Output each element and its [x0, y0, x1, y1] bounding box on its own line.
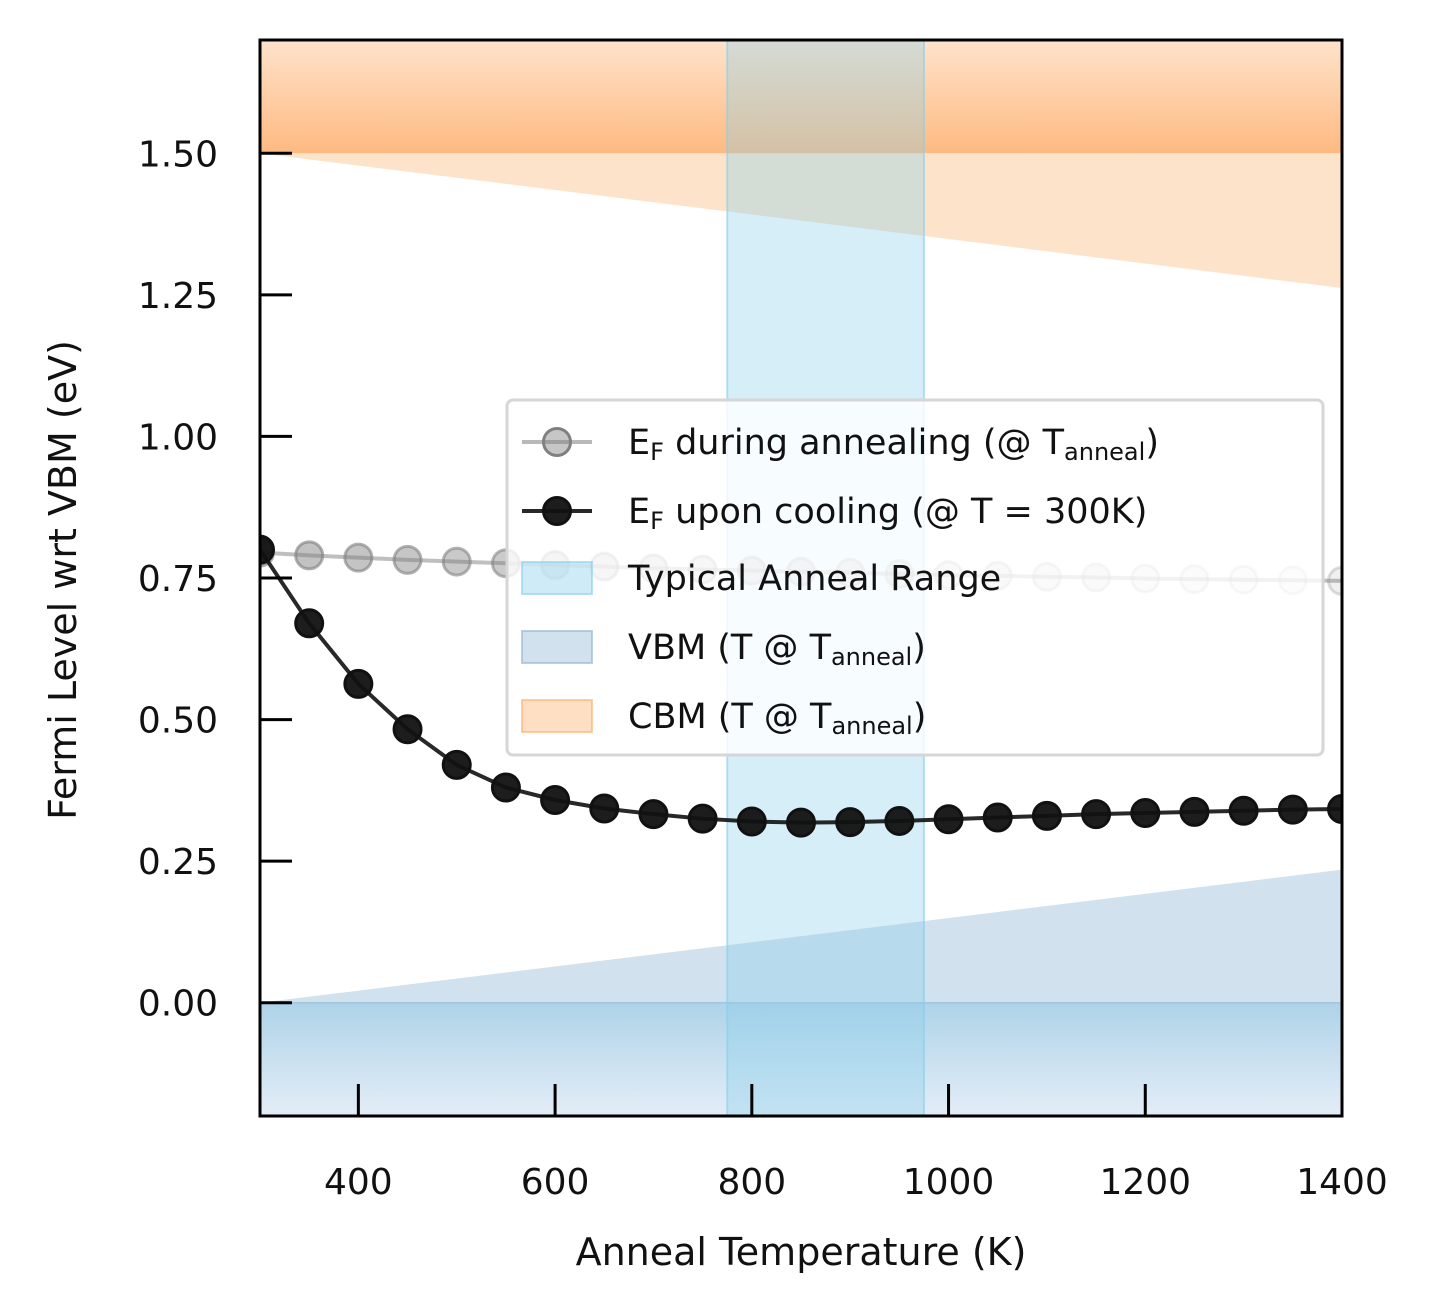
x-tick-label: 400: [324, 1162, 393, 1203]
y-tick-label: 0.75: [138, 559, 218, 600]
legend-cooling-marker: [542, 496, 572, 526]
annealing-point: [392, 544, 423, 575]
legend-label: EF during annealing (@ Tanneal): [628, 423, 1159, 466]
x-tick-label: 800: [717, 1162, 786, 1203]
cooling-point: [490, 772, 521, 803]
cooling-point: [1130, 798, 1161, 829]
cooling-point: [786, 807, 816, 838]
annealing-point: [441, 546, 472, 577]
x-tick-label: 1200: [1099, 1162, 1191, 1203]
legend-label: Typical Anneal Range: [627, 559, 1001, 599]
y-tick-label: 0.25: [138, 842, 218, 883]
legend-label: VBM (T @ Tanneal): [628, 628, 926, 671]
x-tick-label: 1400: [1296, 1162, 1388, 1203]
cooling-point: [589, 793, 620, 824]
annealing-point: [1327, 565, 1342, 596]
y-tick-label: 0.00: [138, 984, 218, 1025]
legend: EF during annealing (@ Tanneal) EF upon c…: [505, 398, 1325, 757]
cooling-point: [638, 799, 669, 830]
cooling-point: [1081, 799, 1112, 830]
legend-vbm-swatch: [521, 630, 593, 664]
legend-annealing-marker: [542, 427, 572, 457]
vbm-gradient-band: [260, 1002, 1342, 1116]
y-tick-label: 1.25: [138, 276, 218, 317]
legend-label: EF upon cooling (@ T = 300K): [628, 492, 1147, 535]
cooling-point: [441, 749, 472, 780]
x-tick-label: 600: [521, 1162, 590, 1203]
cooling-point: [343, 668, 374, 699]
cooling-point: [1327, 794, 1342, 825]
cbm-band-area: [260, 153, 1342, 289]
x-tick-label: 1000: [903, 1162, 995, 1203]
cooling-point: [1031, 800, 1062, 831]
legend-box: [505, 398, 1325, 757]
y-tick-label: 1.50: [138, 134, 218, 175]
cooling-point: [294, 608, 325, 639]
cooling-point: [260, 534, 275, 565]
cooling-point: [1179, 796, 1210, 827]
x-axis-title: Anneal Temperature (K): [576, 1230, 1027, 1274]
cooling-point: [540, 784, 571, 815]
cooling-point: [884, 805, 915, 836]
cooling-point: [933, 804, 964, 835]
cooling-point: [736, 806, 767, 837]
cooling-point: [1228, 795, 1259, 826]
axis-ticks: 0.00 0.25 0.50 0.75 1.00 1.25 1.50 400 600 800 100…: [138, 134, 1388, 1203]
y-tick-label: 1.00: [138, 417, 218, 458]
cooling-point: [835, 807, 866, 838]
vbm-band-area: [260, 869, 1342, 1003]
y-axis-title: Fermi Level wrt VBM (eV): [41, 340, 85, 820]
annealing-point: [294, 540, 325, 571]
cbm-gradient-band: [260, 40, 1342, 154]
legend-cbm-swatch: [521, 699, 593, 733]
cooling-point: [392, 714, 423, 745]
cooling-point: [982, 802, 1013, 833]
cooling-point: [687, 803, 718, 834]
legend-label: CBM (T @ Tanneal): [628, 697, 926, 740]
annealing-point: [343, 542, 374, 573]
cooling-point: [1277, 794, 1308, 825]
y-tick-label: 0.50: [138, 701, 218, 742]
legend-anneal-range-swatch: [521, 561, 593, 595]
